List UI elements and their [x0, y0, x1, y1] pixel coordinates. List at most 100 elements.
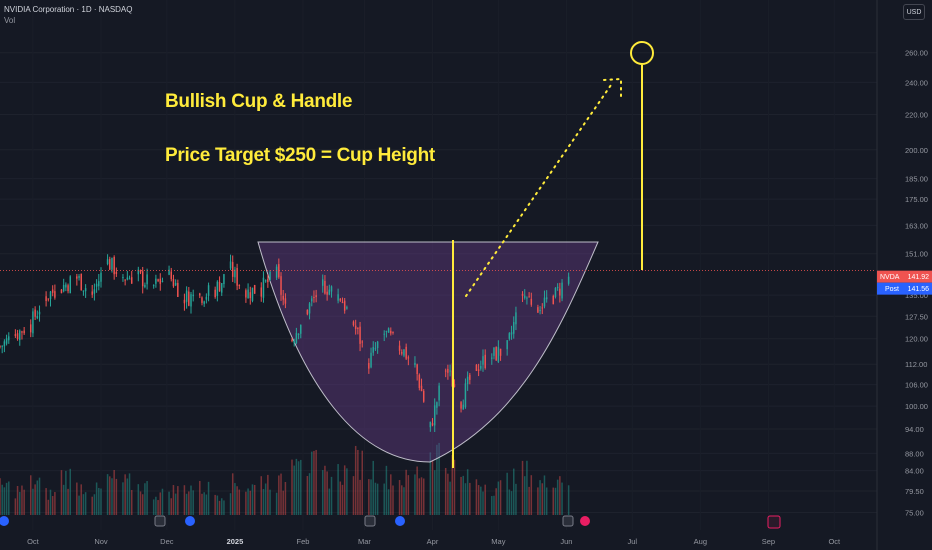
candle-body	[161, 280, 164, 282]
volume-bar	[460, 476, 462, 515]
volume-bar	[144, 483, 146, 515]
volume-bar	[308, 473, 311, 515]
volume-bar	[385, 465, 388, 515]
candle-body	[499, 348, 502, 356]
candle-body	[231, 262, 234, 277]
candle-body	[291, 339, 293, 341]
volume-bar	[45, 488, 47, 515]
candle-body	[185, 290, 188, 302]
volume-bar	[552, 487, 555, 515]
earnings-marker-icon[interactable]	[154, 515, 166, 527]
volume-bar	[521, 460, 524, 515]
volume-bar	[491, 496, 493, 515]
candle-body	[475, 364, 478, 371]
volume-bar	[436, 444, 438, 515]
volume-bar	[433, 470, 436, 515]
candle-body	[543, 297, 546, 307]
volume-bar	[484, 484, 486, 515]
volume-bar	[220, 498, 223, 515]
y-tick-label: 185.00	[905, 175, 928, 184]
volume-bar	[361, 450, 364, 515]
volume-bar	[462, 475, 464, 515]
candle-body	[234, 269, 236, 278]
post-price-label: Post	[885, 286, 899, 293]
volume-bar	[464, 483, 467, 515]
candle-body	[284, 298, 287, 304]
candle-body	[278, 264, 280, 278]
candle-body	[416, 364, 418, 375]
candle-body	[282, 295, 284, 300]
candle-body	[297, 333, 300, 335]
candle-body	[113, 256, 115, 275]
volume-bar	[185, 493, 188, 515]
volume-bar	[352, 476, 355, 515]
volume-bar	[100, 488, 102, 515]
volume-bar	[126, 478, 129, 515]
volume-bar	[137, 484, 140, 515]
candle-body	[205, 296, 208, 300]
candle-body	[170, 271, 172, 280]
symbol-title[interactable]: NVIDIA Corporation · 1D · NASDAQ	[4, 5, 133, 14]
candle-body	[341, 301, 344, 304]
candle-body	[453, 384, 456, 387]
y-tick-label: 120.00	[905, 335, 928, 344]
volume-bar	[321, 470, 324, 515]
volume-bar	[357, 449, 359, 515]
candle-body	[523, 295, 526, 298]
volume-bar	[218, 500, 221, 515]
candle-body	[328, 289, 331, 295]
volume-bar	[354, 445, 357, 515]
volume-bar	[539, 480, 541, 515]
candle-body	[146, 274, 148, 285]
candle-body	[449, 370, 451, 372]
candle-body	[218, 281, 221, 292]
volume-bar	[267, 474, 269, 515]
candle-body	[313, 297, 315, 299]
split-marker-icon[interactable]	[580, 516, 590, 526]
earnings-marker-icon[interactable]	[364, 515, 376, 527]
candle-body	[438, 385, 440, 401]
candle-body	[249, 292, 252, 299]
earnings-marker-icon[interactable]	[767, 515, 781, 529]
x-tick-label: Oct	[27, 537, 40, 546]
volume-bar	[526, 460, 528, 515]
candle-body	[482, 356, 484, 365]
candle-body	[321, 279, 324, 286]
volume-bar	[93, 494, 96, 515]
candle-body	[346, 307, 348, 309]
candle-body	[203, 301, 205, 304]
volume-bar	[451, 454, 454, 515]
candle-body	[91, 291, 93, 295]
candle-body	[512, 322, 515, 334]
volume-bar	[282, 490, 284, 515]
x-tick-label: Aug	[694, 537, 707, 546]
volume-bar	[556, 479, 559, 515]
y-tick-label: 163.00	[905, 221, 928, 230]
dividend-marker-icon[interactable]	[0, 516, 9, 526]
volume-bar	[60, 470, 63, 515]
dividend-marker-icon[interactable]	[395, 516, 405, 526]
volume-bar	[477, 485, 480, 515]
candle-body	[190, 294, 192, 307]
volume-label[interactable]: Vol	[4, 16, 16, 25]
earnings-marker-icon[interactable]	[562, 515, 574, 527]
candle-body	[253, 285, 256, 294]
currency-button[interactable]: USD	[903, 4, 925, 20]
candle-body	[539, 309, 541, 311]
volume-bar	[515, 483, 517, 515]
candle-body	[477, 369, 480, 371]
candle-body	[359, 326, 361, 344]
volume-bar	[508, 489, 511, 515]
volume-bar	[370, 479, 372, 515]
dividend-marker-icon[interactable]	[185, 516, 195, 526]
candle-body	[21, 331, 23, 333]
candle-body	[69, 276, 72, 294]
y-tick-label: 84.00	[905, 467, 924, 476]
volume-bar	[47, 499, 50, 515]
volume-bar	[346, 468, 348, 515]
candle-body	[339, 298, 342, 301]
volume-bar	[253, 484, 256, 515]
candle-body	[293, 340, 295, 343]
volume-bar	[3, 487, 6, 515]
candle-body	[311, 298, 313, 302]
